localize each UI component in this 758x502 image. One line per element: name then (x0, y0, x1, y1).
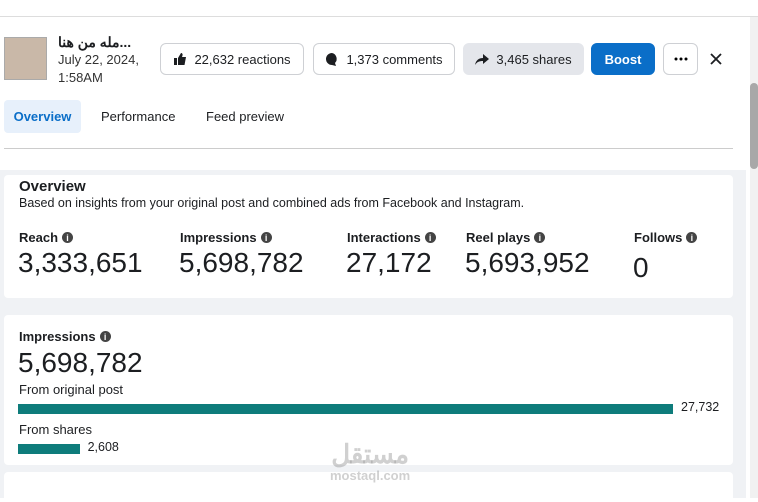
watermark-url: mostaql.com (330, 468, 411, 483)
metric-label: Reel plays i (466, 230, 546, 245)
source-value: 27,732 (681, 400, 720, 414)
metric-name: Reel plays (466, 230, 531, 245)
tab-performance[interactable]: Performance (101, 109, 176, 124)
reactions-label: 22,632 reactions (194, 51, 291, 67)
metric-value: 27,172 (346, 247, 432, 278)
info-icon[interactable]: i (99, 331, 111, 342)
source-bar (18, 404, 673, 414)
divider (4, 148, 733, 149)
reactions-button[interactable]: 22,632 reactions (160, 43, 304, 75)
post-date: July 22, 2024, (58, 52, 139, 67)
metric-value: 0 (633, 252, 649, 283)
info-icon[interactable]: i (534, 232, 546, 243)
info-icon[interactable]: i (686, 232, 698, 243)
metric-name: Reach (19, 230, 59, 245)
overview-card: Overview Based on insights from your ori… (4, 175, 733, 298)
scroll-thumb[interactable] (750, 83, 758, 169)
metric-name: Impressions (180, 230, 257, 245)
impressions-total: 5,698,782 (18, 347, 143, 378)
share-icon (475, 54, 490, 65)
comments-button[interactable]: 1,373 comments (313, 43, 455, 75)
metric-label: Follows i (634, 230, 698, 245)
metric-value: 3,333,651 (18, 247, 143, 278)
shares-button[interactable]: 3,465 shares (463, 43, 584, 75)
source-label: From shares (19, 422, 92, 437)
metric-name: Follows (634, 230, 683, 245)
more-icon (674, 57, 687, 61)
post-title[interactable]: مله من هنا... (58, 34, 132, 50)
metric-label: Impressions i (180, 230, 272, 245)
post-time: 1:58AM (58, 70, 103, 85)
comments-label: 1,373 comments (346, 51, 443, 67)
impressions-title: Impressions (19, 329, 96, 344)
overview-subtitle: Based on insights from your original pos… (19, 196, 525, 210)
metric-label: Reach i (19, 230, 74, 245)
metric-name: Interactions (347, 230, 421, 245)
info-icon[interactable]: i (260, 232, 272, 243)
tab-overview[interactable]: Overview (4, 100, 81, 133)
scrollbar[interactable] (750, 17, 758, 498)
impressions-title-row: Impressions i (19, 329, 111, 344)
watermark: مستقل mostaql.com (330, 440, 410, 483)
info-icon[interactable]: i (62, 232, 74, 243)
info-icon[interactable]: i (424, 232, 436, 243)
metric-value: 5,698,782 (179, 247, 304, 278)
like-icon (174, 53, 187, 65)
top-edge (0, 0, 758, 17)
tab-feed-preview[interactable]: Feed preview (206, 109, 285, 124)
close-button[interactable] (709, 52, 723, 66)
comment-icon (326, 53, 338, 66)
boost-button[interactable]: Boost (591, 43, 655, 75)
thumbnail[interactable] (4, 37, 47, 80)
source-bar (18, 444, 80, 454)
more-button[interactable] (663, 43, 698, 75)
shares-label: 3,465 shares (496, 51, 572, 67)
source-value: 2,608 (87, 440, 119, 454)
metric-label: Interactions i (347, 230, 436, 245)
source-label: From original post (19, 382, 124, 397)
impressions-card: Impressions i 5,698,782 From original pos… (4, 315, 733, 465)
overview-title: Overview (19, 178, 86, 195)
metric-value: 5,693,952 (465, 247, 590, 278)
next-card (4, 472, 733, 502)
watermark-name: مستقل (331, 439, 409, 469)
